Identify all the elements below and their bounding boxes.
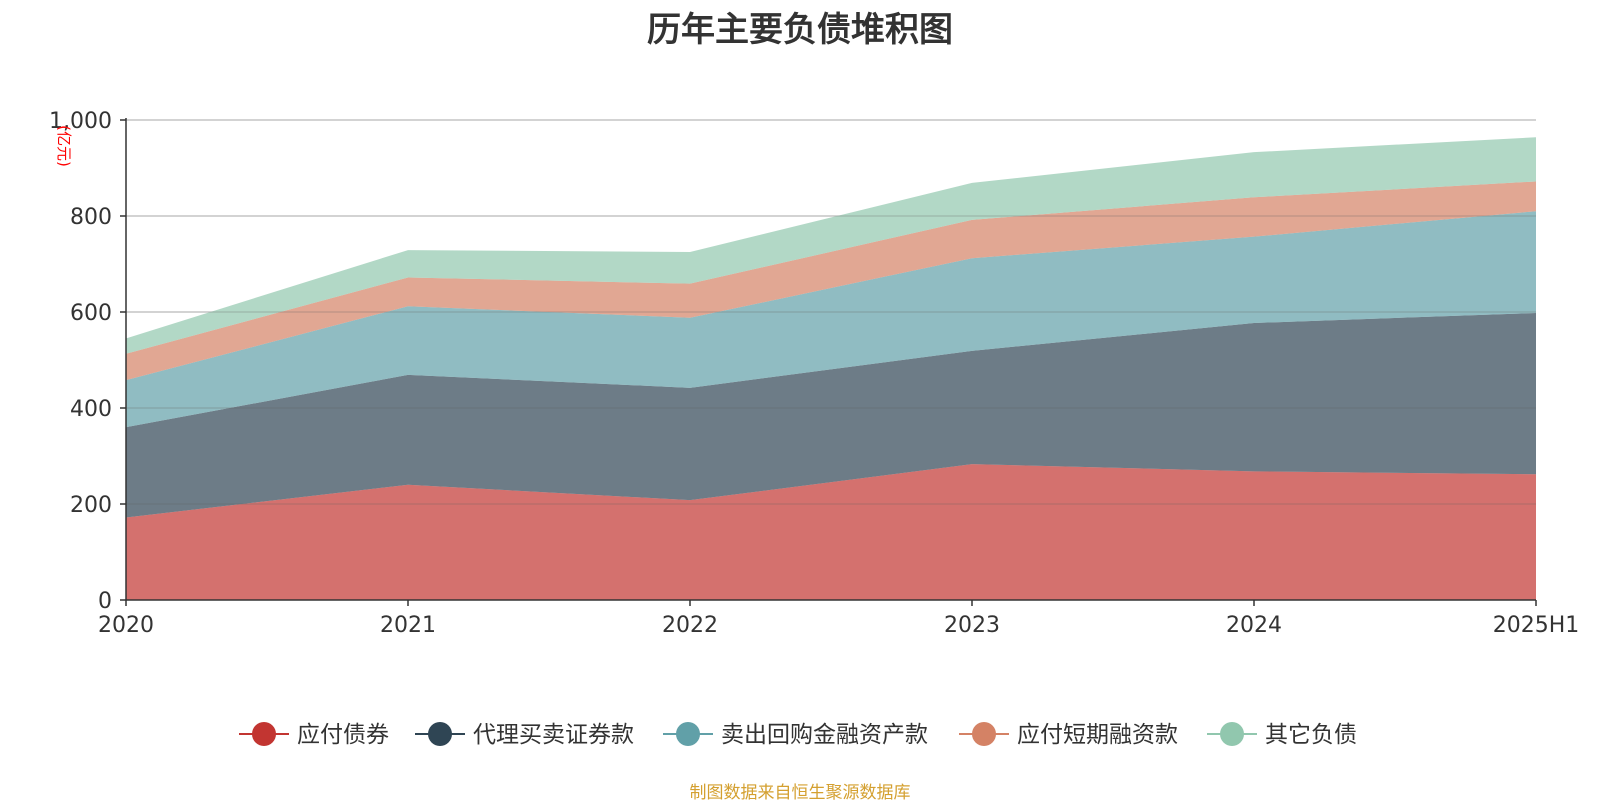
y-tick-label: 800 [70, 205, 112, 230]
x-tick-label: 2021 [380, 613, 436, 638]
area-0 [126, 464, 1536, 600]
legend-item-3: 应付短期融资款 [959, 722, 1178, 748]
legend-label: 其它负债 [1265, 722, 1357, 748]
y-axis-unit: (亿元) [55, 125, 73, 167]
data-source-note: 制图数据来自恒生聚源数据库 [689, 783, 911, 803]
legend-item-0: 应付债券 [239, 722, 389, 748]
y-tick-label: 400 [70, 397, 112, 422]
legend-marker [676, 722, 700, 746]
y-tick-label: 600 [70, 301, 112, 326]
x-tick-label: 2023 [944, 613, 1000, 638]
x-tick-label: 2025H1 [1493, 613, 1580, 638]
x-tick-label: 2022 [662, 613, 718, 638]
legend: 应付债券 代理买卖证券款 卖出回购金融资产款 应付短期融资款 其它负债 [239, 722, 1357, 748]
legend-label: 代理买卖证券款 [473, 722, 634, 748]
legend-label: 应付债券 [297, 722, 389, 748]
area-4 [126, 137, 1536, 354]
legend-item-2: 卖出回购金融资产款 [663, 722, 928, 748]
legend-marker [1220, 722, 1244, 746]
legend-item-4: 其它负债 [1207, 722, 1357, 748]
legend-marker [972, 722, 996, 746]
axes: 0 200 400 600 800 1,000 2020 2021 2022 2023 2024 20… [49, 109, 1579, 638]
area-3 [126, 181, 1536, 381]
y-tick-label: 200 [70, 493, 112, 518]
legend-label: 应付短期融资款 [1017, 722, 1178, 748]
y-tick-label: 1,000 [49, 109, 112, 134]
legend-marker [428, 722, 452, 746]
area-1 [126, 312, 1536, 518]
legend-item-1: 代理买卖证券款 [415, 722, 634, 748]
x-tick-label: 2020 [98, 613, 154, 638]
y-tick-label: 0 [98, 589, 112, 614]
legend-marker [252, 722, 276, 746]
legend-label: 卖出回购金融资产款 [721, 722, 928, 748]
x-tick-label: 2024 [1226, 613, 1282, 638]
area-2 [126, 211, 1536, 428]
chart-title: 历年主要负债堆积图 [647, 10, 953, 50]
area-series [126, 119, 1536, 600]
